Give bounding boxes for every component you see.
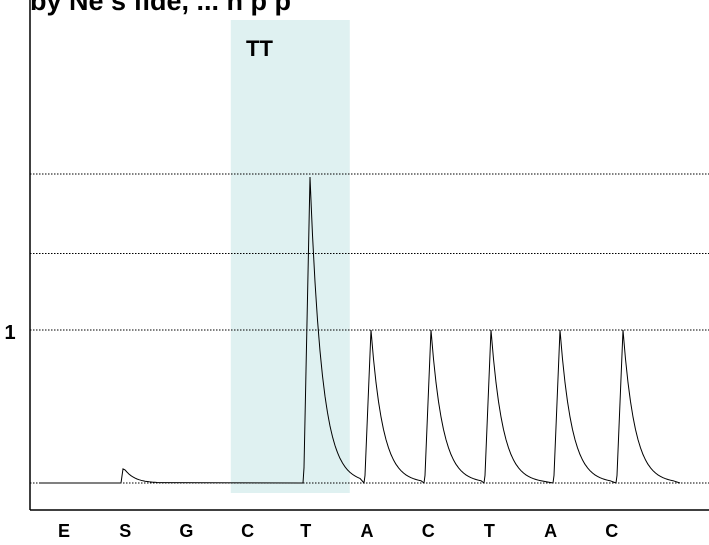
highlight-band [231, 20, 350, 493]
x-tick-label: A [544, 521, 557, 540]
chart-title: by Ne s fide, ... h p p [30, 0, 291, 17]
x-tick-label: A [361, 521, 374, 540]
x-tick-label: S [119, 521, 131, 540]
y-tick-label: 1 [4, 322, 15, 344]
annotation-label: TT [246, 36, 273, 61]
x-tick-label: G [179, 521, 193, 540]
x-tick-label: T [484, 521, 495, 540]
x-tick-label: C [241, 521, 254, 540]
x-tick-label: C [422, 521, 435, 540]
x-tick-label: E [58, 521, 70, 540]
x-tick-label: T [300, 521, 311, 540]
x-tick-label: C [605, 521, 618, 540]
